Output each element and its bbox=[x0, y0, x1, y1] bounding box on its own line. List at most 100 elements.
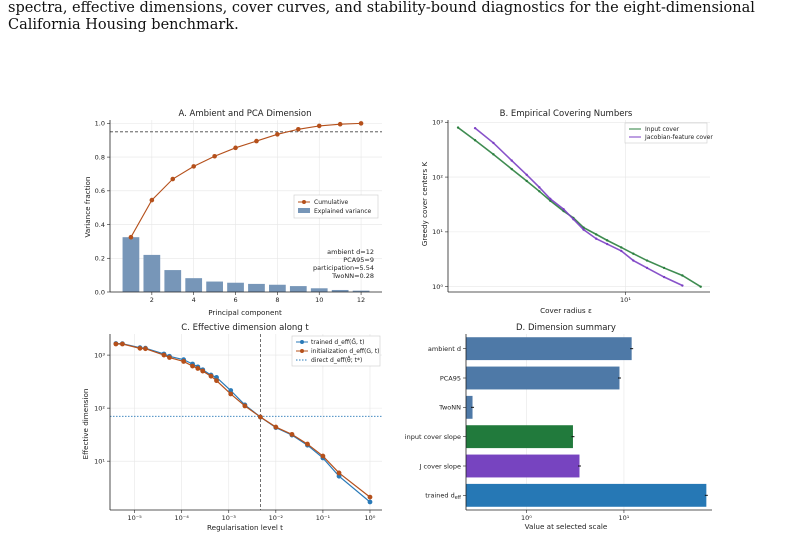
legend-trained: trained d_eff(Ĝ, t) bbox=[311, 339, 365, 346]
caption-line-1: spectra, effective dimensions, cover cur… bbox=[8, 0, 755, 16]
panel-b-plot: 10⁰ 10¹ 10² 10³ 10¹ bbox=[432, 119, 710, 304]
input-cover-point bbox=[492, 153, 495, 156]
panel-c-legend: trained d_eff(Ĝ, t) initialization d_eff… bbox=[291, 335, 381, 367]
tick-label-x: 6 bbox=[233, 296, 237, 304]
tick-label-x: 10⁰ bbox=[521, 514, 532, 522]
panel-c: C. Effective dimension along t Regularis… bbox=[81, 323, 382, 532]
tick-label-category: J cover slope bbox=[419, 462, 461, 470]
panel-d: D. Dimension summary Value at selected s… bbox=[405, 323, 712, 531]
input-cover-point bbox=[473, 139, 477, 142]
tick-label-y: 10³ bbox=[94, 351, 105, 359]
panel-b-xlabel: Cover radius ε bbox=[540, 306, 592, 315]
initialization-point bbox=[257, 414, 263, 420]
tick-label-x: 12 bbox=[357, 296, 365, 304]
cumulative-point bbox=[275, 132, 280, 137]
input-cover-point bbox=[595, 233, 598, 236]
panel-c-plot: 10¹ 10² 10³ 10⁻⁵ 10⁻⁴ 10⁻³ 10⁻² 10⁻¹ 10⁰ bbox=[94, 334, 382, 522]
initialization-point bbox=[119, 341, 125, 347]
tick-label-y: 10¹ bbox=[432, 228, 443, 236]
initialization-point bbox=[214, 378, 219, 384]
jacobian-cover-line bbox=[474, 127, 683, 287]
panel-b-legend: Input cover Jacobian-feature cover bbox=[624, 122, 713, 144]
bar-pca95 bbox=[466, 366, 620, 390]
tick-label-y: 10⁰ bbox=[432, 283, 443, 291]
initialization-point bbox=[208, 373, 214, 379]
bar-input-cover-slope bbox=[466, 425, 573, 449]
jacobian-cover-point bbox=[620, 249, 623, 253]
panel-b: B. Empirical Covering Numbers Cover radi… bbox=[420, 109, 713, 315]
panel-a-title: A. Ambient and PCA Dimension bbox=[178, 109, 311, 119]
trained-point bbox=[228, 388, 234, 393]
legend-cumulative: Cumulative bbox=[314, 199, 349, 206]
cumulative-point bbox=[191, 164, 196, 169]
panel-c-title: C. Effective dimension along t bbox=[181, 323, 309, 333]
legend-box bbox=[293, 194, 379, 219]
bar-explained-variance bbox=[185, 278, 203, 292]
panel-a-xlabel: Principal component bbox=[208, 308, 282, 317]
jacobian-cover-point bbox=[562, 207, 565, 211]
bar-explained-variance bbox=[206, 281, 223, 292]
tick-label-category: PCA95 bbox=[440, 374, 461, 382]
initialization-point bbox=[113, 341, 119, 347]
cumulative-point bbox=[149, 197, 155, 203]
bar-explained-variance bbox=[122, 237, 140, 292]
jacobian-cover-point bbox=[538, 186, 541, 189]
panel-d-title: D. Dimension summary bbox=[516, 323, 616, 333]
bar-j-cover-slope bbox=[466, 454, 580, 478]
panel-a-legend: Cumulative Explained variance bbox=[293, 194, 379, 219]
initialization-point bbox=[336, 470, 342, 476]
panel-c-ylabel: Effective dimension bbox=[81, 389, 90, 460]
tick-label-y: 0.8 bbox=[95, 153, 105, 161]
initialization-point bbox=[137, 345, 143, 351]
input-cover-point bbox=[681, 274, 684, 277]
tick-label-y: 10¹ bbox=[94, 457, 105, 465]
tick-label-category: trained deff bbox=[425, 492, 461, 502]
input-cover-line bbox=[457, 126, 702, 288]
tick-label-category: input cover slope bbox=[405, 433, 461, 441]
tick-label-y: 10³ bbox=[432, 119, 443, 127]
tick-label-x: 10⁻⁴ bbox=[175, 514, 190, 522]
tick-label-x: 10¹ bbox=[620, 296, 631, 304]
bar-trained-d-eff bbox=[466, 483, 707, 507]
bar-explained-variance bbox=[227, 282, 244, 292]
jacobian-cover-point bbox=[525, 173, 528, 177]
initialization-point bbox=[167, 355, 172, 360]
tick-label-y: 0.6 bbox=[95, 187, 105, 195]
tick-label-y: 0.2 bbox=[95, 255, 105, 263]
legend-initialization: initialization d_eff(G, t) bbox=[311, 348, 380, 355]
initialization-point bbox=[161, 352, 167, 358]
panel-a: A. Ambient and PCA Dimension Principal c… bbox=[83, 109, 382, 317]
bar-explained-variance bbox=[352, 290, 370, 292]
bar-explained-variance bbox=[143, 254, 161, 292]
cumulative-point bbox=[316, 123, 322, 129]
panel-a-plot: 0.0 0.2 0.4 0.6 0.8 1.0 2 4 6 8 10 12 bbox=[95, 120, 382, 304]
legend-trained-marker bbox=[300, 340, 304, 344]
initialization-line bbox=[115, 343, 371, 498]
bar-explained-variance bbox=[164, 270, 182, 292]
cumulative-point bbox=[212, 153, 217, 159]
legend-input-cover: Input cover bbox=[645, 126, 680, 133]
panel-c-xlabel: Regularisation level t bbox=[207, 523, 283, 532]
input-cover-point bbox=[662, 266, 666, 270]
initialization-point bbox=[242, 403, 248, 409]
legend-marker-swatch bbox=[302, 200, 306, 204]
legend-jacobian-cover: Jacobian-feature cover bbox=[644, 134, 713, 141]
annotation-twonn: TwoNN=0.28 bbox=[331, 272, 374, 280]
jacobian-cover-point bbox=[582, 228, 585, 231]
legend-direct: direct d_eff(θ̂; t*) bbox=[311, 357, 362, 364]
annotation-participation: participation=5.54 bbox=[313, 264, 374, 272]
tick-label-y: 10² bbox=[94, 404, 105, 412]
tick-label-category: ambient d bbox=[428, 345, 461, 353]
tick-label-y: 0.4 bbox=[95, 221, 105, 229]
initialization-point bbox=[367, 494, 373, 500]
input-cover-point bbox=[605, 239, 609, 242]
jacobian-cover-point bbox=[473, 126, 477, 130]
initialization-point bbox=[190, 363, 195, 369]
tick-label-x: 10⁻⁵ bbox=[127, 514, 142, 522]
bar-explained-variance bbox=[248, 283, 265, 292]
tick-label-x: 2 bbox=[150, 296, 154, 304]
jacobian-cover-point bbox=[572, 218, 575, 221]
tick-label-x: 4 bbox=[192, 296, 196, 304]
panel-b-title: B. Empirical Covering Numbers bbox=[500, 109, 633, 119]
initialization-point bbox=[195, 366, 201, 371]
